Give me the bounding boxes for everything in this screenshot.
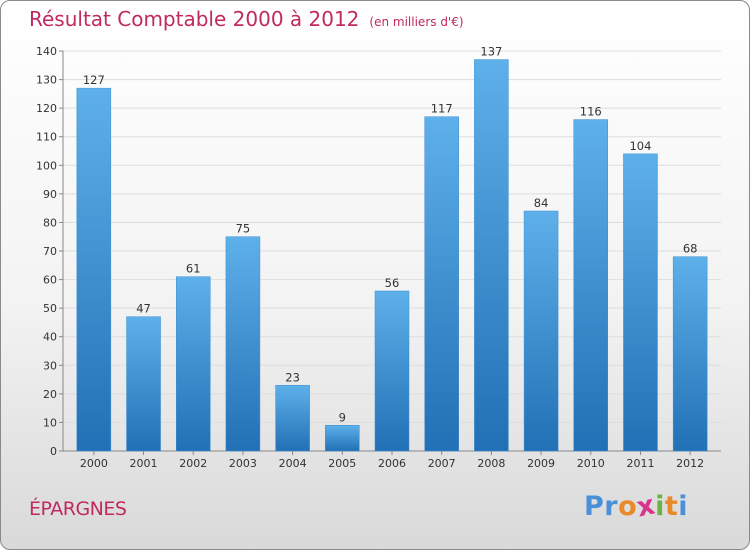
x-tick-label: 2008 [477,457,505,470]
value-label: 61 [186,262,201,276]
x-tick-label: 2012 [676,457,704,470]
bar-2006 [374,290,410,452]
x-tick-label: 2007 [428,457,456,470]
x-tick-label: 2010 [577,457,605,470]
bar-2004 [275,385,310,452]
logo-letter: P [584,491,605,522]
logo-letter: i [655,491,665,522]
bar-2003 [225,236,261,452]
y-tick-label: 20 [43,388,57,401]
x-tick-label: 2005 [328,457,356,470]
value-label: 116 [580,105,602,119]
chart-title-text: Résultat Comptable 2000 à 2012 [29,7,360,31]
logo-letter: o [618,491,638,522]
proxiti-logo: Proxiti [584,489,689,523]
y-tick-label: 90 [43,188,57,201]
labels: 0 10 20 30 40 50 60 70 80 90 100 110 120 130 140 127 200… [36,45,704,470]
value-label: 23 [285,370,300,384]
y-tick-label: 140 [36,45,57,58]
x-tick-label: 2004 [279,457,307,470]
value-label: 75 [236,222,251,236]
bar-2001 [126,316,161,452]
value-label: 137 [480,45,502,59]
value-label: 9 [339,410,346,424]
chart-subtitle: (en milliers d'€) [369,15,464,29]
x-tick-label: 2000 [80,457,108,470]
bar-2005 [325,425,360,452]
y-tick-label: 110 [36,131,57,144]
chart-title: Résultat Comptable 2000 à 2012 (en millie… [29,7,464,31]
bar-2010 [573,119,609,452]
bar-2008 [474,59,509,452]
y-tick-label: 100 [36,159,57,172]
y-tick-label: 0 [50,445,57,458]
value-label: 56 [385,276,400,290]
value-label: 117 [431,102,453,116]
logo-letter: i [678,491,689,522]
bar-2002 [175,276,211,452]
bar-2012 [672,256,708,452]
y-tick-label: 120 [36,102,57,115]
value-label: 84 [534,196,549,210]
y-tick-label: 80 [43,216,57,229]
logo-letter: t [664,491,679,522]
y-tick-label: 130 [36,74,57,87]
x-tick-label: 2006 [378,457,406,470]
x-tick-label: 2001 [130,457,158,470]
y-tick-label: 70 [43,245,57,258]
value-label: 104 [629,139,651,153]
x-tick-label: 2002 [179,457,207,470]
y-tick-label: 40 [43,331,57,344]
y-tick-label: 30 [43,359,57,372]
value-label: 127 [83,73,105,87]
bar-2011 [623,153,658,452]
value-label: 68 [683,242,698,256]
y-tick-label: 50 [43,302,57,315]
x-tick-label: 2003 [229,457,257,470]
y-tick-label: 10 [43,416,57,429]
x-tick-label: 2009 [527,457,555,470]
bars [76,59,708,452]
bar-2000 [76,87,112,452]
logo-letter: r [604,491,619,522]
location-label: ÉPARGNES [29,498,127,520]
bar-2007 [424,116,459,452]
value-label: 47 [136,302,151,316]
y-tick-label: 60 [43,274,57,287]
x-tick-label: 2011 [626,457,654,470]
bar-2009 [523,210,559,452]
